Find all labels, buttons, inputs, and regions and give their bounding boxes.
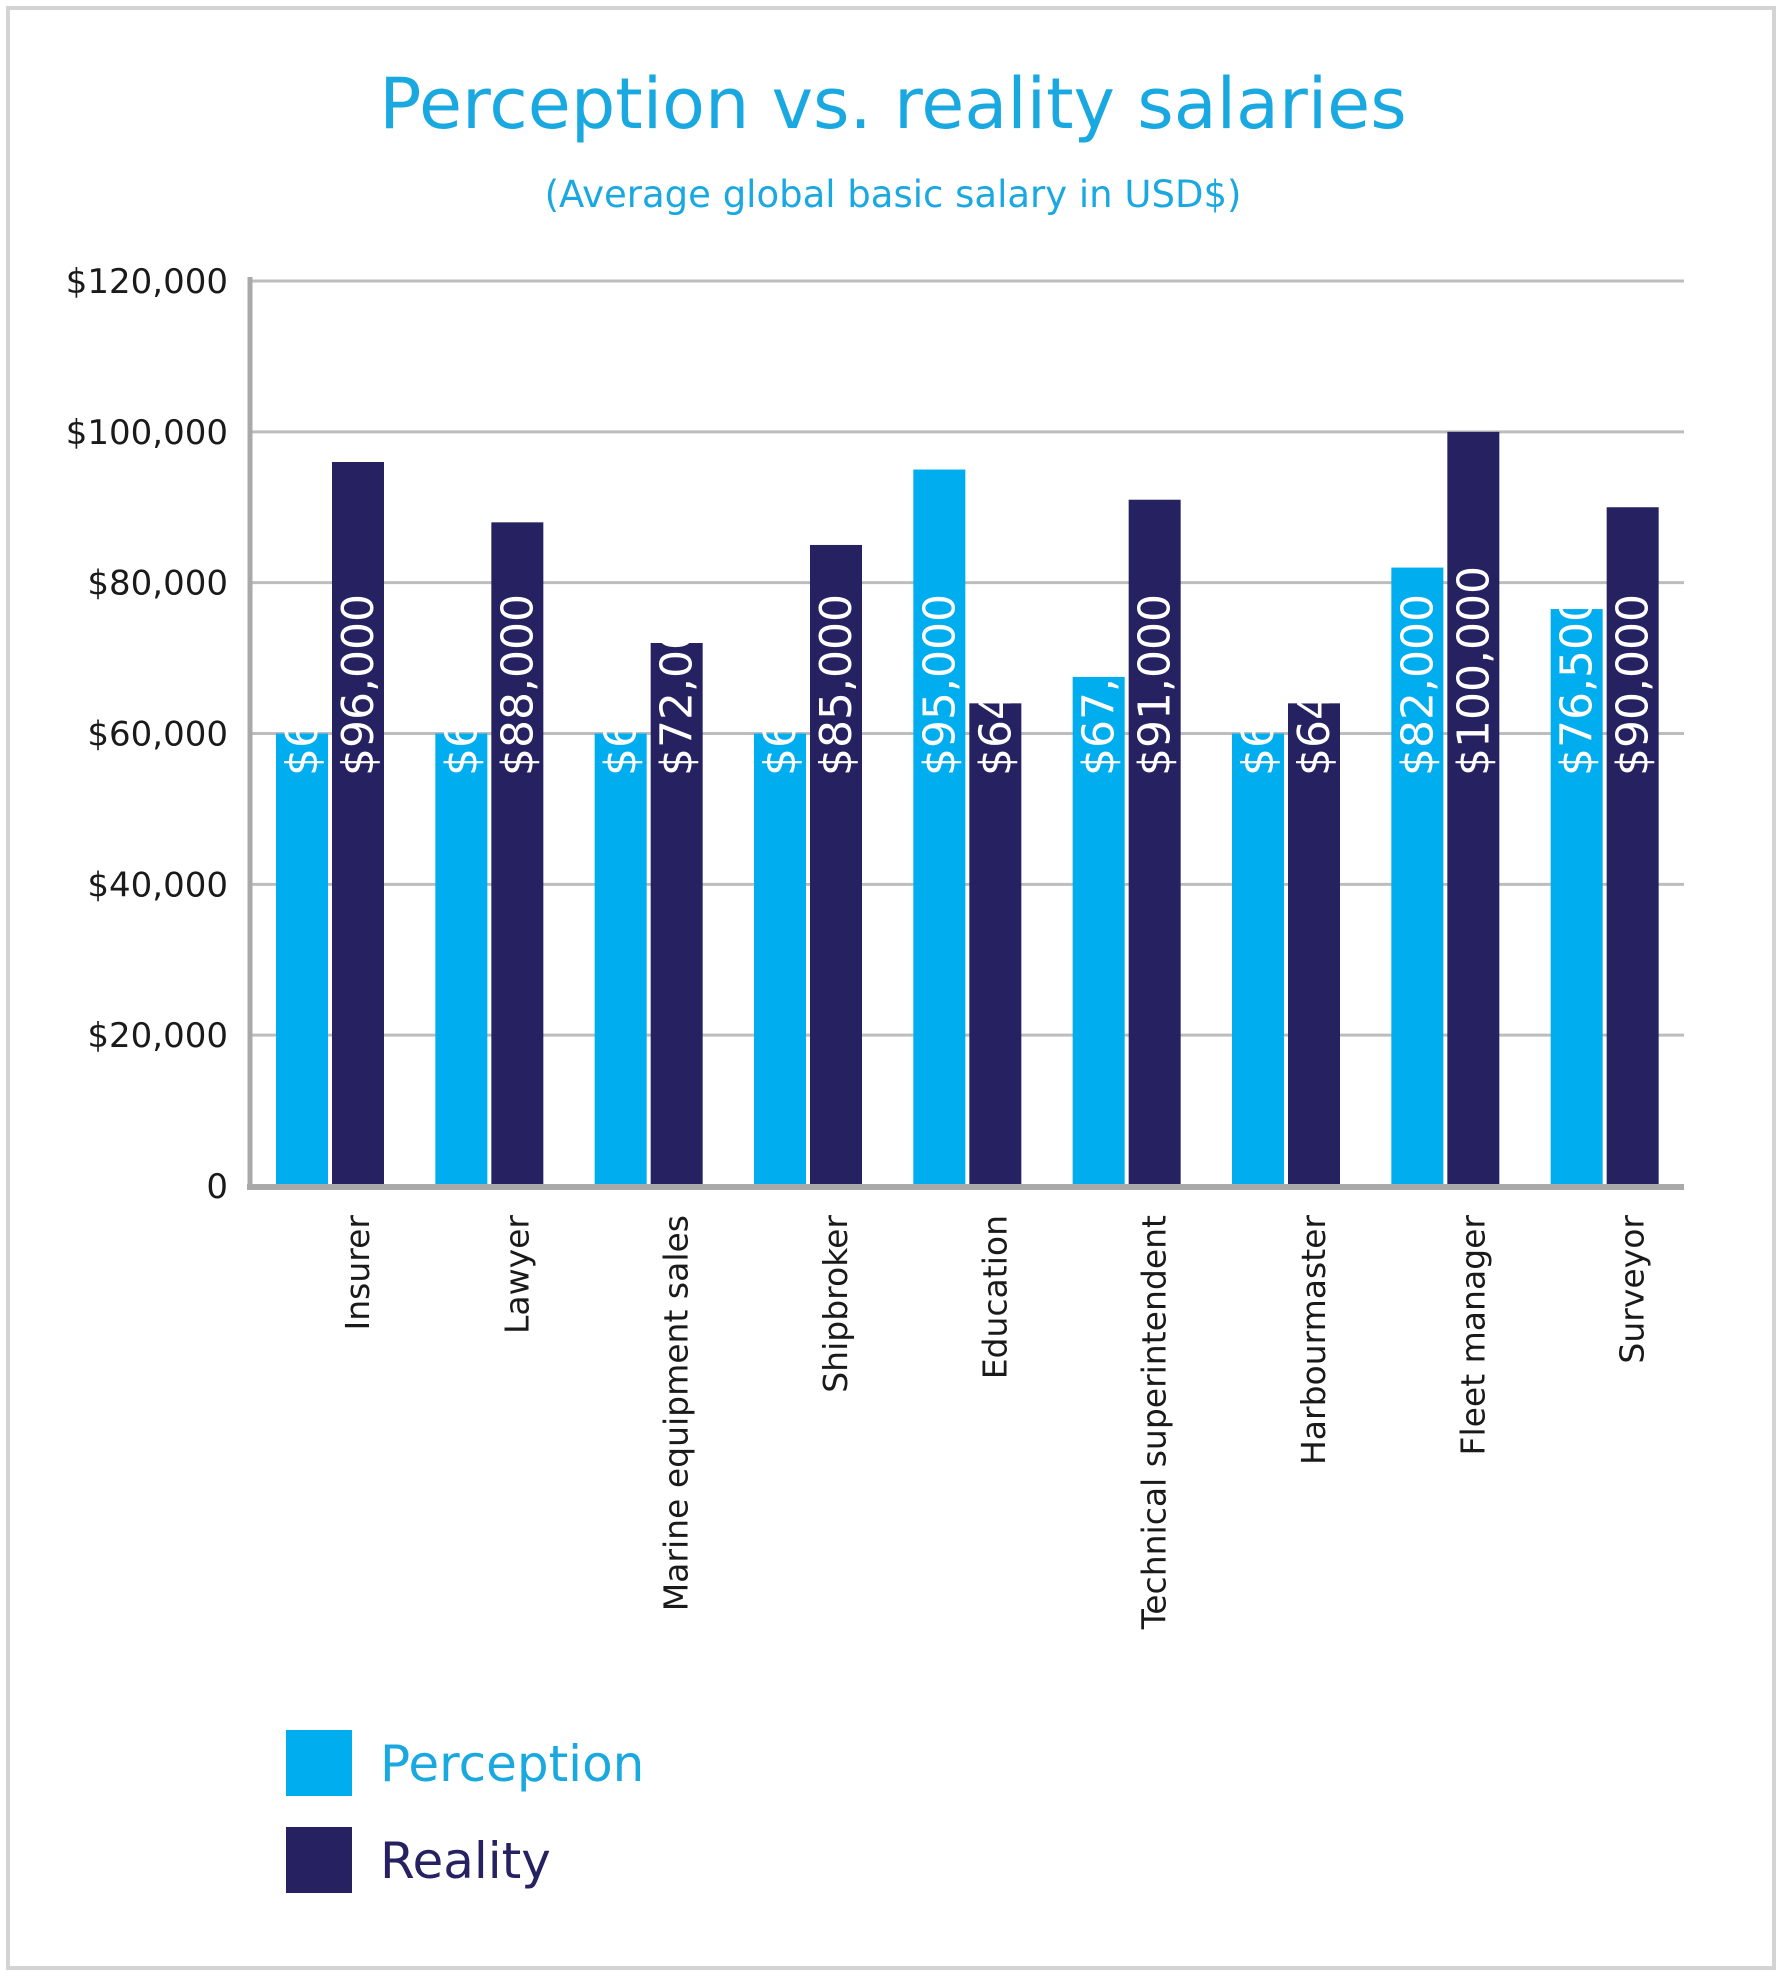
- x-tick-label: Surveyor: [1613, 1215, 1652, 1364]
- bar-value-label: $88,000: [492, 594, 543, 776]
- bar-perception-insurer: [276, 733, 328, 1186]
- x-tick-label: Education: [975, 1215, 1014, 1379]
- x-tick-label: Shipbroker: [816, 1215, 855, 1393]
- bar-value-label: $64,000: [1289, 594, 1340, 776]
- y-tick-label: $20,000: [87, 1016, 228, 1056]
- bar-reality-shipbroker: [810, 544, 862, 1186]
- bar-value-label: $72,000: [652, 594, 703, 776]
- y-tick-label: $80,000: [87, 564, 228, 604]
- gridlines: [250, 279, 1684, 1037]
- bar-perception-marine-equipment-sales: [594, 733, 647, 1186]
- bar-reality-lawyer: [491, 522, 544, 1186]
- bar-value-label: $85,000: [811, 594, 862, 776]
- bar-perception-education: [913, 469, 966, 1187]
- y-tick-label: $60,000: [87, 715, 228, 755]
- legend-swatch-reality: [286, 1827, 352, 1893]
- y-tick-label: $100,000: [66, 413, 228, 453]
- x-tick-label: Marine equipment sales: [657, 1215, 696, 1611]
- chart-title: Perception vs. reality salaries: [379, 63, 1406, 145]
- bar-value-label: $60,000: [436, 594, 487, 776]
- y-tick-label: $120,000: [66, 262, 228, 302]
- bar-value-label: $67,500: [1074, 594, 1125, 776]
- bar-value-label: $60,000: [755, 594, 806, 776]
- bar-value-label: $90,000: [1608, 594, 1659, 776]
- bar-reality-marine-equipment-sales: [650, 643, 703, 1186]
- legend-swatch-perception: [286, 1730, 352, 1796]
- x-tick-label: Fleet manager: [1453, 1215, 1492, 1456]
- bar-value-label: $60,000: [277, 594, 328, 776]
- bar-reality-fleet-manager: [1447, 431, 1500, 1186]
- legend-label-reality: Reality: [380, 1832, 551, 1890]
- x-tick-label: Lawyer: [497, 1215, 536, 1334]
- bar-reality-harbourmaster: [1288, 703, 1340, 1186]
- bar-value-label: $76,500: [1552, 594, 1603, 776]
- bar-perception-harbourmaster: [1232, 733, 1284, 1186]
- bar-value-label: $64,000: [970, 594, 1021, 776]
- bar-perception-surveyor: [1550, 609, 1603, 1186]
- bar-reality-insurer: [332, 462, 384, 1186]
- x-axis-ticks: Insurer Lawyer Marine equipment sales Shipb…: [338, 1215, 1652, 1631]
- bar-perception-shipbroker: [754, 733, 806, 1186]
- x-tick-label: Technical superintendent: [1135, 1215, 1174, 1630]
- bar-value-label: $82,000: [1392, 594, 1443, 776]
- bar-perception-fleet-manager: [1391, 567, 1444, 1186]
- bar-value-label: $96,000: [333, 594, 384, 776]
- bars: $60,000 $96,000 $60,000 $88,000 $60,000 $72,0…: [276, 431, 1659, 1187]
- bar-value-label: $60,000: [1233, 594, 1284, 776]
- bar-reality-surveyor: [1606, 507, 1659, 1186]
- bar-perception-lawyer: [435, 733, 488, 1186]
- x-tick-label: Harbourmaster: [1294, 1215, 1333, 1465]
- bar-reality-education: [969, 703, 1022, 1186]
- bar-value-label: $95,000: [914, 594, 965, 776]
- bar-value-label: $60,000: [596, 594, 647, 776]
- bar-reality-technical-superintendent: [1128, 499, 1181, 1186]
- y-tick-label: $40,000: [87, 865, 228, 905]
- legend: Perception Reality: [286, 1730, 644, 1893]
- y-axis-ticks: 0 $20,000 $40,000 $60,000 $80,000 $100,000 $12…: [66, 262, 228, 1207]
- legend-label-perception: Perception: [380, 1735, 644, 1793]
- chart-subtitle: (Average global basic salary in USD$): [545, 173, 1242, 216]
- chart-frame: [6, 6, 1776, 1970]
- y-tick-label: 0: [206, 1167, 228, 1207]
- bar-value-label: $91,000: [1130, 594, 1181, 776]
- bar-perception-technical-superintendent: [1072, 676, 1125, 1186]
- axes: [247, 277, 1684, 1190]
- bar-value-label: $100,000: [1448, 566, 1499, 776]
- x-tick-label: Insurer: [338, 1215, 377, 1331]
